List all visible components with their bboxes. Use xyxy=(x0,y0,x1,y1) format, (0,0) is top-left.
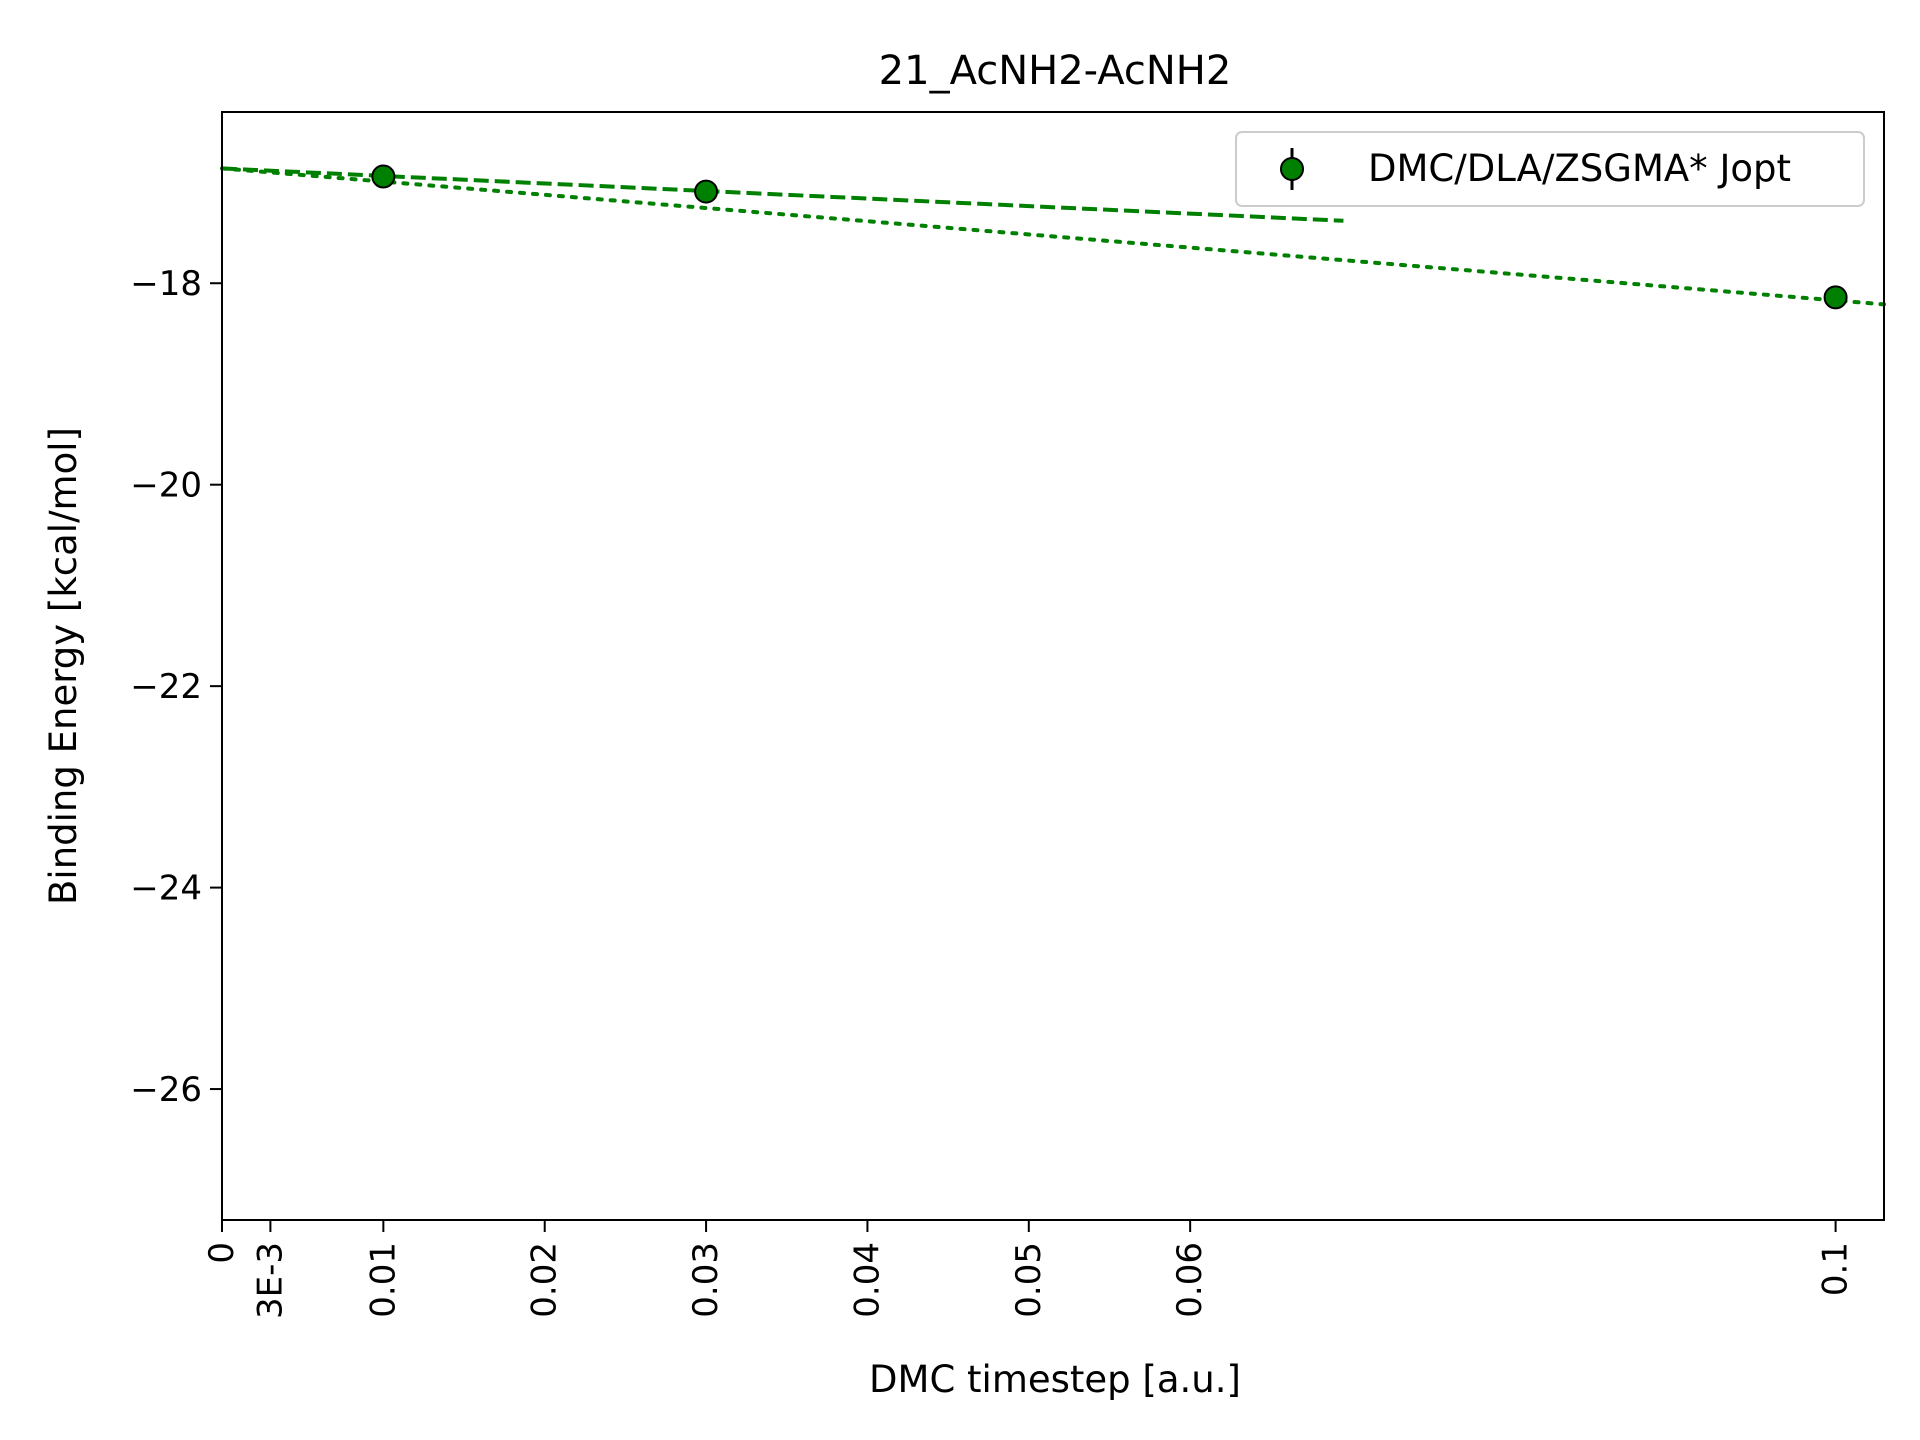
fit-line-dotted xyxy=(220,166,1886,307)
fit-line-dashed xyxy=(221,166,1344,223)
y-tick-label: −20 xyxy=(130,466,202,506)
legend-box xyxy=(1235,131,1865,207)
data-point xyxy=(1823,285,1848,310)
x-tick-label: 0.03 xyxy=(686,1242,726,1318)
chart-title: 21_AcNH2-AcNH2 xyxy=(879,48,1232,94)
x-tick-label: 0.04 xyxy=(847,1242,887,1318)
fit-lines xyxy=(220,166,1886,307)
x-axis-label: DMC timestep [a.u.] xyxy=(869,1358,1241,1401)
y-tick-label: −18 xyxy=(130,264,202,304)
y-axis-ticks: −18 −20 −22 −24 −26 xyxy=(130,264,222,1110)
x-tick-label: 0.05 xyxy=(1009,1242,1049,1318)
x-tick-label: 0.06 xyxy=(1170,1242,1210,1318)
data-points xyxy=(371,164,1848,310)
y-tick-label: −22 xyxy=(130,667,202,707)
x-tick-label: 3E-3 xyxy=(250,1242,290,1319)
legend-label: DMC/DLA/ZSGMA* Jopt xyxy=(1368,147,1791,190)
x-tick-label: 0.02 xyxy=(525,1242,565,1318)
x-tick-label: 0.1 xyxy=(1816,1242,1856,1296)
x-tick-label: 0.01 xyxy=(363,1242,403,1318)
plot-frame xyxy=(221,111,1885,1221)
data-point xyxy=(371,164,396,189)
y-tick-label: −24 xyxy=(130,869,202,909)
y-axis-label: Binding Energy [kcal/mol] xyxy=(42,427,85,905)
legend: DMC/DLA/ZSGMA* Jopt xyxy=(1235,131,1865,207)
data-point xyxy=(694,179,719,204)
legend-marker xyxy=(1280,157,1304,181)
x-axis-ticks: 0 3E-3 0.01 0.02 0.03 0.04 0.05 0.06 0.1 xyxy=(202,1220,1856,1319)
y-tick-label: −26 xyxy=(130,1070,202,1110)
x-tick-label: 0 xyxy=(202,1242,242,1264)
